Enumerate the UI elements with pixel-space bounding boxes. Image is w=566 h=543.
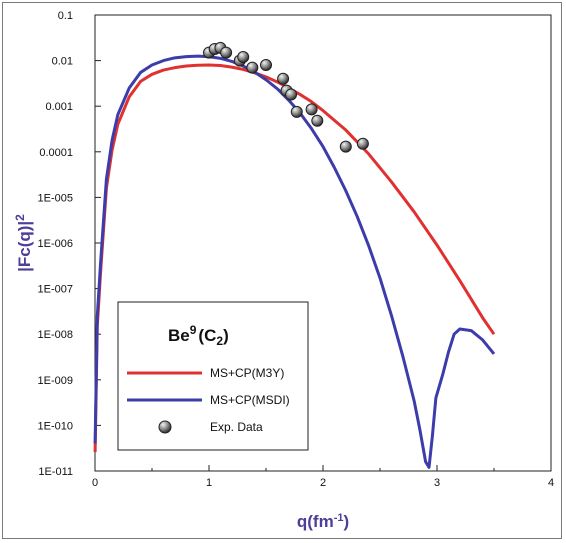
x-tick-label: 4 — [548, 477, 554, 489]
y-tick-label: 1E-006 — [38, 238, 73, 250]
y-tick-label: 1E-008 — [38, 329, 73, 341]
x-axis: 0 1 2 3 4 — [92, 465, 554, 489]
y-tick-label: 0.01 — [52, 56, 73, 68]
legend-marker-exp — [158, 420, 172, 434]
y-tick-label: 0.0001 — [39, 147, 73, 159]
exp-data-point — [290, 105, 303, 118]
exp-data-point — [277, 72, 290, 85]
exp-data-point — [339, 140, 352, 153]
legend-label-msdi: MS+CP(MSDI) — [210, 393, 290, 407]
y-axis: 0.1 0.01 0.001 0.0001 1E-005 1E-006 1E-007 1E-0… — [38, 10, 101, 478]
exp-data-point — [311, 114, 324, 127]
exp-data-point — [356, 137, 369, 150]
y-tick-label: 1E-010 — [38, 420, 73, 432]
exp-data-point — [305, 103, 318, 116]
x-axis-label: q(fm-1) — [297, 512, 349, 531]
exp-data-point — [260, 59, 272, 72]
series-line-m3y — [93, 63, 496, 453]
y-tick-label: 1E-009 — [38, 375, 73, 387]
legend-box — [117, 301, 309, 451]
y-tick-label: 0.001 — [45, 101, 73, 113]
y-tick-label: 1E-011 — [38, 466, 73, 478]
legend-label-m3y: MS+CP(M3Y) — [210, 366, 284, 380]
series-lines — [93, 54, 496, 469]
y-tick-label: 1E-007 — [38, 284, 73, 296]
exp-data-point — [246, 61, 259, 74]
x-tick-label: 0 — [92, 477, 98, 489]
legend: Be9 (C2) MS+CP(M3Y) MS+CP(MSDI) Exp. Data — [117, 301, 309, 451]
exp-data-point — [237, 50, 250, 63]
exp-data-point — [220, 46, 233, 59]
legend-title: Be9 (C2) — [168, 323, 229, 348]
exp-data-point — [285, 88, 298, 101]
y-tick-label: 0.1 — [58, 10, 73, 22]
legend-label-exp: Exp. Data — [210, 420, 263, 434]
x-tick-label: 2 — [320, 477, 326, 489]
x-tick-label: 1 — [206, 477, 212, 489]
data-points — [203, 41, 369, 153]
series-line-msdi — [93, 54, 496, 469]
y-axis-label: |Fc(q)|2 — [13, 214, 34, 272]
y-tick-label: 1E-005 — [38, 192, 73, 204]
x-tick-label: 3 — [434, 477, 440, 489]
